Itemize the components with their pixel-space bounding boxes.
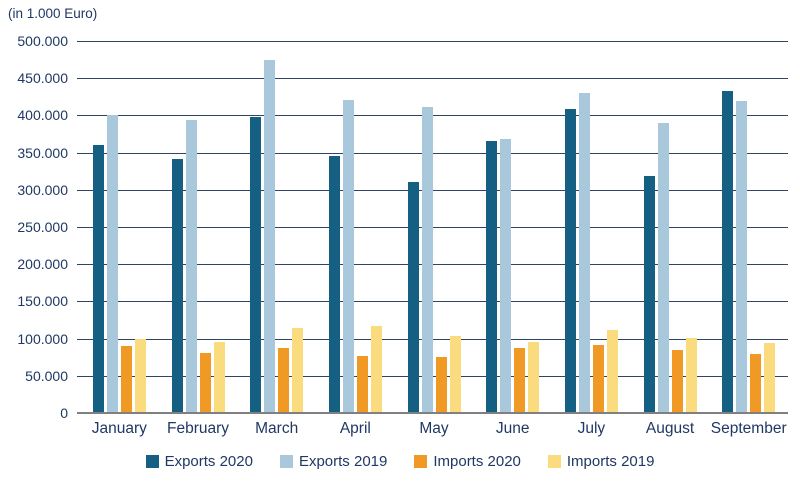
bar-exports-2019-june: [500, 139, 512, 413]
x-tick-label-january: January: [91, 420, 147, 437]
bar-exports-2020-may: [407, 181, 419, 413]
y-tick-label: 50.000: [25, 367, 68, 384]
x-axis-line: [77, 412, 788, 414]
x-tick-label-may: May: [419, 420, 449, 437]
legend-label: Exports 2020: [164, 453, 253, 470]
y-tick-label: 400.000: [17, 107, 68, 124]
bar-imports-2020-august: [671, 349, 683, 413]
legend-swatch-icon: [279, 455, 293, 468]
legend-item-imports-2020: Imports 2020: [414, 453, 521, 470]
legend-label: Imports 2020: [433, 453, 521, 470]
x-tick-label-march: March: [255, 420, 299, 437]
bar-exports-2020-july: [564, 109, 576, 413]
y-tick-label: 500.000: [17, 33, 68, 49]
bar-group-may: [395, 41, 474, 413]
x-tick-label-july: July: [577, 420, 606, 437]
x-tick-label-august: August: [645, 420, 695, 437]
x-tick-label-june: June: [495, 420, 530, 437]
bar-imports-2020-march: [278, 348, 290, 413]
bar-group-july: [552, 41, 631, 413]
bar-imports-2019-june: [528, 341, 540, 413]
bar-imports-2020-april: [356, 355, 368, 413]
bar-imports-2020-january: [120, 346, 132, 413]
bar-imports-2019-april: [370, 325, 382, 413]
bar-imports-2020-july: [592, 345, 604, 413]
bar-group-august: [631, 41, 710, 413]
bar-exports-2020-march: [250, 116, 262, 413]
bar-exports-2020-june: [486, 141, 498, 413]
bar-imports-2020-february: [199, 353, 211, 413]
bar-group-february: [159, 41, 238, 413]
bar-exports-2020-february: [171, 159, 183, 413]
legend-item-exports-2020: Exports 2020: [145, 453, 253, 470]
bar-exports-2020-january: [92, 145, 104, 413]
x-tick-label-february: February: [166, 420, 230, 437]
bar-imports-2020-september: [750, 354, 762, 413]
x-axis: January February March April May June July Augu…: [80, 420, 788, 438]
axis-unit-label: (in 1.000 Euro): [8, 6, 98, 21]
legend-swatch-icon: [145, 455, 159, 468]
bars-layer: [80, 41, 788, 413]
legend-swatch-icon: [414, 455, 428, 468]
bar-imports-2019-may: [449, 336, 461, 413]
legend-item-exports-2019: Exports 2019: [279, 453, 388, 470]
bar-exports-2019-march: [264, 59, 276, 413]
bar-group-september: [709, 41, 788, 413]
gridline: [77, 41, 788, 42]
bar-exports-2019-august: [657, 122, 669, 413]
y-tick-label: 350.000: [17, 144, 68, 161]
y-tick-label: 100.000: [17, 330, 68, 347]
bar-exports-2020-august: [643, 175, 655, 413]
bar-exports-2019-september: [736, 100, 748, 413]
gridline: [77, 78, 788, 80]
bar-group-april: [316, 41, 395, 413]
bar-group-january: [80, 41, 159, 413]
bar-imports-2019-february: [213, 342, 225, 413]
bar-exports-2019-february: [185, 119, 197, 413]
y-tick-label: 200.000: [17, 256, 68, 273]
y-tick-label: 300.000: [17, 181, 68, 198]
bar-imports-2019-march: [292, 328, 304, 413]
bar-imports-2019-september: [764, 343, 776, 413]
bar-exports-2019-july: [578, 93, 590, 413]
bar-exports-2020-september: [722, 90, 734, 413]
x-tick-label-september: September: [710, 420, 787, 437]
bar-group-june: [473, 41, 552, 413]
legend-label: Imports 2019: [566, 453, 655, 470]
plot-area: [77, 41, 788, 414]
bar-group-march: [237, 41, 316, 413]
bar-imports-2020-may: [435, 357, 447, 413]
bar-exports-2019-april: [342, 99, 354, 413]
bar-imports-2019-august: [685, 337, 697, 413]
x-tick-label-april: April: [339, 420, 371, 437]
bar-imports-2019-january: [134, 338, 146, 413]
legend-label: Exports 2019: [298, 453, 388, 470]
legend: Exports 2020 Exports 2019 Imports 2020 Impo…: [0, 453, 800, 470]
bar-exports-2019-january: [106, 115, 118, 413]
y-tick-label: 250.000: [17, 219, 68, 235]
legend-item-imports-2019: Imports 2019: [547, 453, 655, 470]
legend-swatch-icon: [547, 455, 561, 468]
bar-imports-2020-june: [514, 348, 526, 413]
y-tick-label: 450.000: [17, 70, 68, 87]
bar-exports-2019-may: [421, 107, 433, 413]
bar-exports-2020-april: [328, 156, 340, 413]
y-tick-label: 0: [60, 405, 68, 421]
y-tick-label: 150.000: [17, 293, 68, 310]
bar-imports-2019-july: [606, 330, 618, 413]
y-axis: 0 50.000 100.000 150.000 200.000 250.000 300.0…: [0, 33, 68, 421]
